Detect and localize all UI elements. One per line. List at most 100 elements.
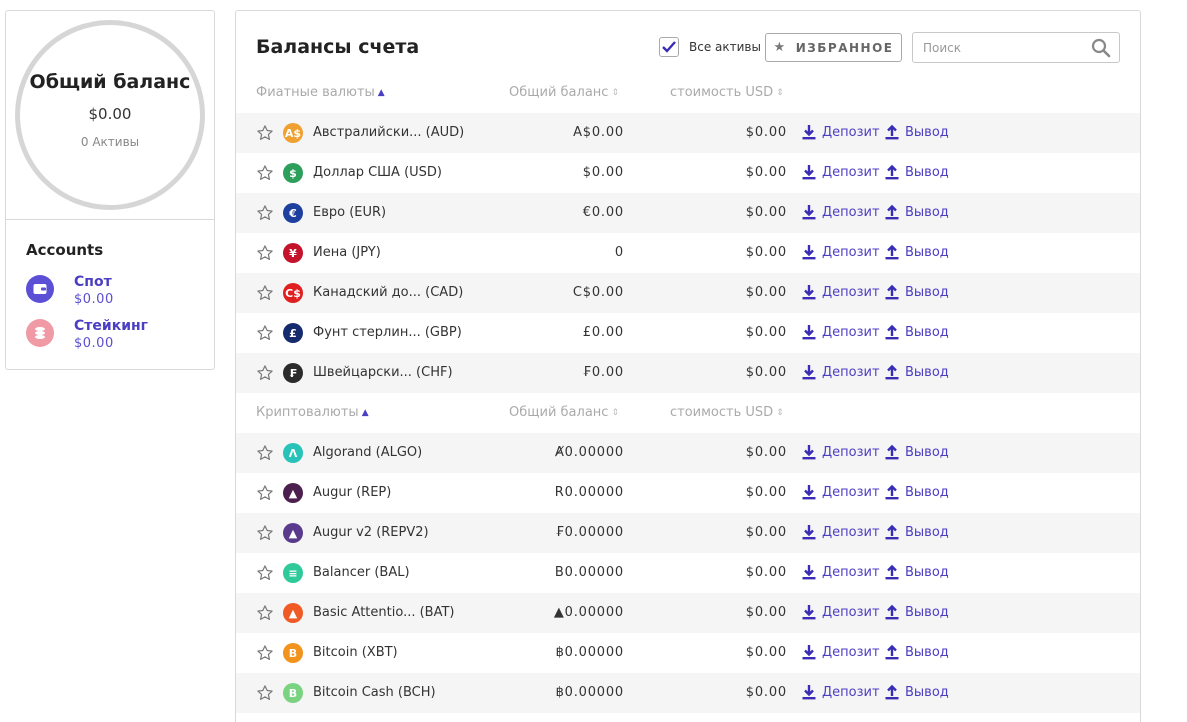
upload-icon xyxy=(884,324,900,340)
asset-usd-value: $0.00 xyxy=(745,165,787,180)
upload-icon xyxy=(884,164,900,180)
sort-by-usd[interactable]: стоимость USD ⇕ xyxy=(670,85,784,100)
favorite-star-icon[interactable] xyxy=(256,684,274,702)
account-staking[interactable]: Стейкинг $0.00 xyxy=(26,317,148,353)
deposit-link[interactable]: Депозит xyxy=(801,204,880,220)
deposit-link[interactable]: Депозит xyxy=(801,244,880,260)
deposit-link[interactable]: Депозит xyxy=(801,324,880,340)
favorite-star-icon[interactable] xyxy=(256,204,274,222)
deposit-link[interactable]: Депозит xyxy=(801,524,880,540)
download-icon xyxy=(801,604,817,620)
star-icon: ★ xyxy=(773,40,787,55)
total-balance-value: $0.00 xyxy=(88,105,132,123)
favorites-button[interactable]: ★ ИЗБРАННОЕ xyxy=(765,33,902,62)
withdraw-link[interactable]: Вывод xyxy=(884,124,949,140)
deposit-link[interactable]: Депозит xyxy=(801,684,880,700)
favorite-star-icon[interactable] xyxy=(256,644,274,662)
deposit-link[interactable]: Депозит xyxy=(801,604,880,620)
asset-name: Bitcoin Cash (BCH) xyxy=(313,685,436,700)
asset-balance: ▲0.00000 xyxy=(553,605,624,620)
search-input[interactable] xyxy=(913,33,1083,62)
upload-icon xyxy=(884,564,900,580)
deposit-link[interactable]: Депозит xyxy=(801,364,880,380)
table-row: ≡ Balancer (BAL) B0.00000 $0.00 Депозит Вывод xyxy=(236,553,1140,593)
deposit-link[interactable]: Депозит xyxy=(801,564,880,580)
withdraw-link[interactable]: Вывод xyxy=(884,444,949,460)
withdraw-link[interactable]: Вывод xyxy=(884,324,949,340)
upload-icon xyxy=(884,604,900,620)
sort-by-balance[interactable]: Общий баланс ⇕ xyxy=(509,405,619,420)
favorite-star-icon[interactable] xyxy=(256,564,274,582)
deposit-link[interactable]: Депозит xyxy=(801,284,880,300)
bat-icon: ▲ xyxy=(283,603,303,623)
download-icon xyxy=(801,364,817,380)
withdraw-link[interactable]: Вывод xyxy=(884,564,949,580)
section-header: Фиатные валюты ▲ Общий баланс ⇕ стоимость US… xyxy=(236,73,1140,113)
asset-balance: ฿0.00000 xyxy=(555,645,624,660)
gbp-icon: £ xyxy=(283,323,303,343)
deposit-link[interactable]: Депозит xyxy=(801,444,880,460)
download-icon xyxy=(801,244,817,260)
asset-name: Доллар США (USD) xyxy=(313,165,443,180)
favorite-star-icon[interactable] xyxy=(256,244,274,262)
asset-balance: 0 xyxy=(614,245,624,260)
withdraw-link[interactable]: Вывод xyxy=(884,164,949,180)
download-icon xyxy=(801,124,817,140)
chf-icon: ₣ xyxy=(283,363,303,383)
favorite-star-icon[interactable] xyxy=(256,444,274,462)
withdraw-link[interactable]: Вывод xyxy=(884,604,949,620)
withdraw-link[interactable]: Вывод xyxy=(884,204,949,220)
all-assets-checkbox[interactable] xyxy=(659,37,679,57)
upload-icon xyxy=(884,124,900,140)
asset-usd-value: $0.00 xyxy=(745,365,787,380)
asset-balance: ₣0.00000 xyxy=(555,525,624,540)
rep-icon: ▲ xyxy=(283,483,303,503)
search-box[interactable] xyxy=(912,32,1120,63)
asset-name: Фунт стерлин... (GBP) xyxy=(313,325,462,340)
asset-usd-value: $0.00 xyxy=(745,445,787,460)
deposit-link[interactable]: Депозит xyxy=(801,484,880,500)
asset-usd-value: $0.00 xyxy=(745,245,787,260)
withdraw-link[interactable]: Вывод xyxy=(884,484,949,500)
upload-icon xyxy=(884,204,900,220)
favorite-star-icon[interactable] xyxy=(256,364,274,382)
withdraw-link[interactable]: Вывод xyxy=(884,684,949,700)
asset-usd-value: $0.00 xyxy=(745,325,787,340)
page-title: Балансы счета xyxy=(256,36,420,58)
favorite-star-icon[interactable] xyxy=(256,604,274,622)
withdraw-link[interactable]: Вывод xyxy=(884,284,949,300)
download-icon xyxy=(801,644,817,660)
favorite-star-icon[interactable] xyxy=(256,164,274,182)
deposit-link[interactable]: Депозит xyxy=(801,124,880,140)
account-spot[interactable]: Спот $0.00 xyxy=(26,273,114,309)
total-balance-title: Общий баланс xyxy=(29,71,191,93)
asset-usd-value: $0.00 xyxy=(745,525,787,540)
xbt-icon: B xyxy=(283,643,303,663)
withdraw-link[interactable]: Вывод xyxy=(884,524,949,540)
accounts-title: Accounts xyxy=(26,241,104,259)
sort-by-usd[interactable]: стоимость USD ⇕ xyxy=(670,405,784,420)
sort-by-name[interactable]: Криптовалюты ▲ xyxy=(256,405,369,420)
deposit-link[interactable]: Депозит xyxy=(801,164,880,180)
favorite-star-icon[interactable] xyxy=(256,284,274,302)
favorite-star-icon[interactable] xyxy=(256,524,274,542)
withdraw-link[interactable]: Вывод xyxy=(884,244,949,260)
favorite-star-icon[interactable] xyxy=(256,124,274,142)
section-header: Криптовалюты ▲ Общий баланс ⇕ стоимость USD ⇕ xyxy=(236,393,1140,433)
deposit-link[interactable]: Депозит xyxy=(801,644,880,660)
search-icon[interactable] xyxy=(1091,38,1111,58)
all-assets-toggle[interactable]: Все активы xyxy=(659,37,761,57)
withdraw-link[interactable]: Вывод xyxy=(884,364,949,380)
sort-by-balance[interactable]: Общий баланс ⇕ xyxy=(509,85,619,100)
asset-name: Иена (JPY) xyxy=(313,245,381,260)
asset-balance: ₣0.00 xyxy=(582,365,624,380)
asset-name: Bitcoin (XBT) xyxy=(313,645,398,660)
favorite-star-icon[interactable] xyxy=(256,484,274,502)
favorite-star-icon[interactable] xyxy=(256,324,274,342)
withdraw-link[interactable]: Вывод xyxy=(884,644,949,660)
sort-icon: ⇕ xyxy=(611,88,619,98)
asset-name: Швейцарски... (CHF) xyxy=(313,365,453,380)
upload-icon xyxy=(884,244,900,260)
sort-by-name[interactable]: Фиатные валюты ▲ xyxy=(256,85,385,100)
asset-balance: €0.00 xyxy=(582,205,624,220)
